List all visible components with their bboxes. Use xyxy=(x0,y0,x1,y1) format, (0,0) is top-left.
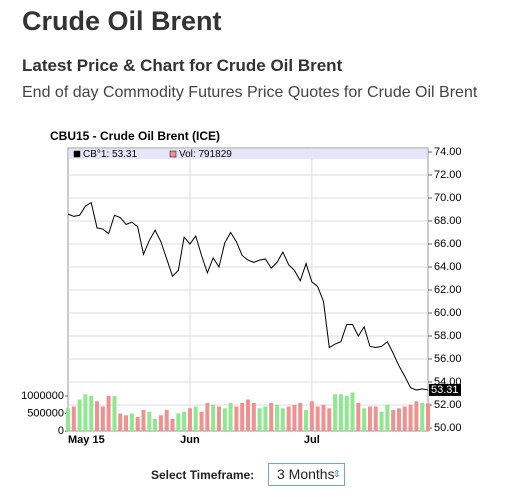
y-tick-label: 72.00 xyxy=(434,169,462,181)
legend-label: Vol: 791829 xyxy=(179,149,232,160)
volume-bar xyxy=(269,403,274,431)
volume-bar xyxy=(315,406,320,431)
volume-bar xyxy=(304,410,309,431)
volume-bar xyxy=(420,403,425,431)
volume-bar xyxy=(118,413,123,431)
volume-bar xyxy=(71,406,76,431)
volume-bar xyxy=(338,394,343,431)
x-tick-label: Jul xyxy=(304,434,320,446)
volume-bar xyxy=(147,411,152,431)
y-tick-label: 60.00 xyxy=(434,307,462,319)
volume-bar xyxy=(356,403,361,431)
volume-bar xyxy=(298,403,303,431)
volume-bar xyxy=(286,406,291,431)
page-title: Crude Oil Brent xyxy=(22,6,222,36)
volume-bar xyxy=(251,403,256,431)
volume-bar xyxy=(373,406,378,431)
y-tick-label: 58.00 xyxy=(434,330,462,342)
volume-bar xyxy=(321,404,326,431)
volume-bar xyxy=(367,406,372,431)
volume-bar xyxy=(199,411,204,431)
volume-bar xyxy=(205,403,210,431)
x-tick-label: May 15 xyxy=(68,434,105,446)
volume-bar xyxy=(77,399,82,431)
volume-bar xyxy=(309,401,314,431)
volume-bar xyxy=(106,396,111,431)
legend-swatch xyxy=(169,150,177,158)
volume-bar xyxy=(89,396,94,431)
volume-bar xyxy=(176,413,181,431)
volume-bar xyxy=(263,406,268,431)
volume-bar xyxy=(408,404,413,431)
volume-bar xyxy=(112,396,117,431)
timeframe-label: Select Timeframe: xyxy=(151,468,255,482)
timeframe-value: 3 Months xyxy=(277,466,335,482)
chart-title: CBU15 - Crude Oil Brent (ICE) xyxy=(50,129,220,143)
legend-swatch xyxy=(73,150,81,158)
x-tick-label: Jun xyxy=(180,434,200,446)
volume-bar xyxy=(129,413,134,431)
y-tick-label: 62.00 xyxy=(434,284,462,296)
volume-bar xyxy=(141,410,146,431)
volume-bar xyxy=(216,406,221,431)
y2-tick-label: 1000000 xyxy=(21,390,64,402)
y-tick-label: 66.00 xyxy=(434,238,462,250)
volume-bar xyxy=(170,418,175,431)
volume-bar xyxy=(344,396,349,431)
y-tick-label: 70.00 xyxy=(434,192,462,204)
last-price-label: 53.31 xyxy=(431,384,459,396)
y-tick-label: 74.00 xyxy=(434,146,462,158)
volume-bar xyxy=(83,394,88,431)
chart: CBU15 - Crude Oil Brent (ICE) 50.00 52.00… xyxy=(21,129,462,446)
volume-bar xyxy=(333,394,338,431)
volume-bar xyxy=(182,411,187,431)
volume-bar xyxy=(240,403,245,431)
spinner-icon: ⇕ xyxy=(332,469,341,480)
volume-bar xyxy=(257,408,262,431)
y-tick-label: 64.00 xyxy=(434,261,462,273)
volume-bar xyxy=(327,408,332,431)
y-tick-label: 52.00 xyxy=(434,399,462,411)
volume-bar xyxy=(222,408,227,431)
volume-bar xyxy=(211,404,216,431)
volume-bar xyxy=(164,410,169,431)
legend-box xyxy=(69,149,427,159)
legend-label: CB°1: 53.31 xyxy=(83,149,137,160)
volume-bar xyxy=(246,399,250,431)
volume-bar xyxy=(402,406,407,431)
y-tick-label: 50.00 xyxy=(434,422,462,434)
volume-bar xyxy=(292,404,297,431)
volume-bar xyxy=(426,403,430,431)
volume-bar xyxy=(193,406,198,431)
last-price-box xyxy=(429,383,461,396)
y-tick-label: 68.00 xyxy=(434,215,462,227)
volume-bar xyxy=(228,403,233,431)
timeframe-select[interactable]: 3 Months ⇕ xyxy=(268,463,345,486)
volume-bar xyxy=(350,392,355,431)
volume-bar xyxy=(362,408,367,431)
volume-bar xyxy=(234,406,239,431)
volume-bar xyxy=(66,408,70,431)
volume-bar xyxy=(100,406,105,431)
y2-tick-label: 0 xyxy=(58,425,64,437)
volume-bar xyxy=(396,408,401,431)
y2-tick-label: 500000 xyxy=(27,407,64,419)
volume-bar xyxy=(153,418,158,431)
y-tick-label: 56.00 xyxy=(434,353,462,365)
volume-bar xyxy=(187,408,192,431)
volume-bar xyxy=(275,404,280,431)
volume-bar xyxy=(158,415,163,431)
volume-bar xyxy=(280,408,285,431)
volume-bar xyxy=(391,410,396,431)
page-subtitle: Latest Price & Chart for Crude Oil Brent xyxy=(22,56,343,75)
volume-bar xyxy=(385,404,390,431)
volume-bar xyxy=(124,415,129,431)
volume-bar xyxy=(95,401,100,431)
volume-bar xyxy=(414,401,419,431)
page-description: End of day Commodity Futures Price Quote… xyxy=(22,84,478,101)
price-line xyxy=(67,201,429,391)
volume-bar xyxy=(135,417,140,431)
volume-bar xyxy=(379,411,384,431)
